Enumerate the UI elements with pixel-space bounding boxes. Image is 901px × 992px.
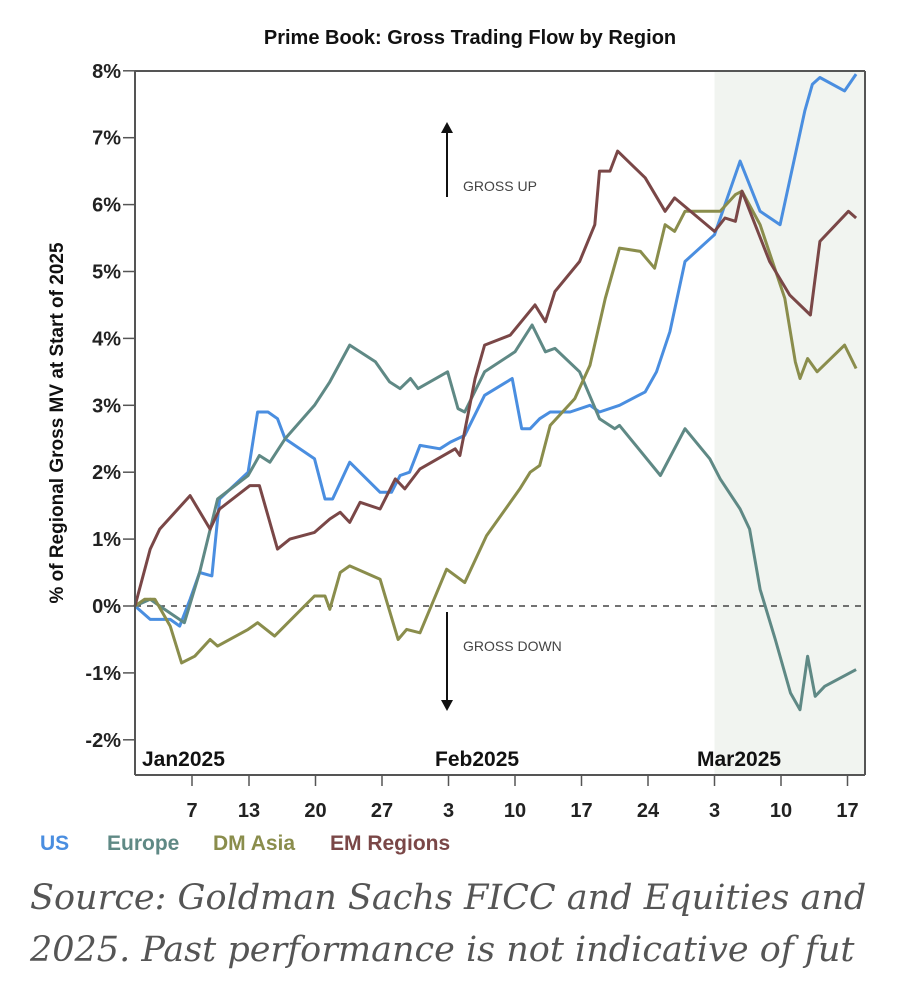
y-tick-label: 3% [92,395,121,417]
y-tick-label: 7% [92,128,121,150]
source-caption: Source: Goldman Sachs FICC and Equities … [30,872,901,976]
x-tick-label: 10 [770,800,792,822]
series-line-us [134,73,858,628]
gross-up-label: GROSS UP [463,178,537,194]
source-line-2: 2025. Past performance is not indicative… [30,930,855,970]
y-tick-label: -1% [85,663,121,685]
x-tick-label: 17 [570,800,592,822]
series-line-em-regions [133,149,858,607]
x-tick-label: 10 [504,800,526,822]
x-tick-label: 17 [836,800,858,822]
y-tick-label: 8% [92,61,121,83]
chart-title: Prime Book: Gross Trading Flow by Region [264,27,676,49]
legend-item-dm-asia: DM Asia [213,832,295,855]
x-tick-label: 3 [709,800,720,822]
march-shaded-region [714,71,865,775]
legend-item-europe: Europe [107,832,179,855]
y-tick-label: 0% [92,596,121,618]
x-tick-label: 27 [371,800,393,822]
y-tick-label: 2% [92,462,121,484]
y-axis-label: % of Regional Gross MV at Start of 2025 [47,242,68,604]
y-tick-label: -2% [85,730,121,752]
month-label: Mar2025 [697,748,781,771]
line-chart: Prime Book: Gross Trading Flow by Region… [40,27,866,855]
month-label: Feb2025 [435,748,519,771]
y-tick-label: 1% [92,529,121,551]
gross-up-arrowhead-icon [441,122,453,133]
legend-item-em-regions: EM Regions [330,832,450,855]
y-tick-label: 6% [92,195,121,217]
x-tick-label: 3 [443,800,454,822]
gross-down-label: GROSS DOWN [463,638,562,654]
y-tick-label: 4% [92,328,121,350]
x-tick-label: 13 [238,800,260,822]
legend: US Europe DM Asia EM Regions [40,832,450,855]
x-tick-label: 20 [304,800,326,822]
series-line-dm-asia [134,189,858,665]
y-tick-label: 5% [92,262,121,284]
legend-item-us: US [40,832,69,855]
x-tick-label: 24 [637,800,660,822]
x-tick-label: 7 [186,800,197,822]
series-line-europe [134,323,857,712]
source-line-1: Source: Goldman Sachs FICC and Equities … [30,878,867,918]
annotations: GROSS UP GROSS DOWN [441,122,562,711]
gross-down-arrowhead-icon [441,700,453,711]
month-label: Jan2025 [142,748,225,771]
